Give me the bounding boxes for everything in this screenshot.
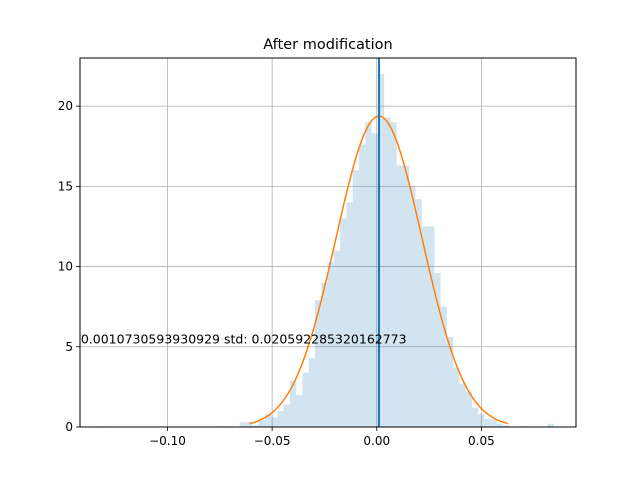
chart-title: After modification xyxy=(263,37,392,53)
y-tick-label: 5 xyxy=(65,340,73,354)
histogram-bar xyxy=(340,218,347,427)
histogram-bar xyxy=(352,170,359,427)
histogram-bar xyxy=(264,414,272,427)
histogram-bar xyxy=(465,391,472,427)
histogram-bar xyxy=(440,306,447,427)
histogram-bar xyxy=(315,300,322,427)
histogram-bar xyxy=(421,226,429,427)
y-tick-label: 20 xyxy=(58,99,73,113)
histogram-bar xyxy=(484,418,491,427)
histogram-bar xyxy=(377,74,385,427)
histogram-bar xyxy=(459,383,466,427)
histogram-bar xyxy=(365,122,372,427)
x-tick-label: −0.05 xyxy=(254,434,291,448)
histogram-bar xyxy=(321,282,328,427)
histogram-bar xyxy=(415,199,422,427)
histogram-bar xyxy=(396,165,403,427)
histogram-bar xyxy=(271,417,278,427)
histogram-bar xyxy=(289,380,297,427)
histogram-bar xyxy=(239,422,246,427)
histogram-bar xyxy=(283,404,290,427)
histogram-bar xyxy=(333,250,341,427)
histogram-bar xyxy=(245,422,253,427)
histogram-bar xyxy=(428,226,435,427)
x-tick-label: 0.00 xyxy=(363,434,390,448)
stats-annotation: 0.0010730593930929 std: 0.02059228532016… xyxy=(81,332,407,347)
histogram-bar xyxy=(497,423,504,427)
x-tick-label: −0.10 xyxy=(149,434,186,448)
histogram-bars xyxy=(100,74,554,428)
histogram-bar xyxy=(547,423,554,427)
axis-ticks: −0.10 −0.05 0.00 0.05 0 5 10 15 20 xyxy=(58,99,495,448)
histogram-bar xyxy=(446,337,454,427)
histogram-bar xyxy=(490,418,498,427)
histogram-bar xyxy=(402,165,410,427)
histogram-bar xyxy=(503,425,510,427)
histogram-bar xyxy=(478,414,485,427)
histogram-bar xyxy=(327,261,334,427)
histogram-bar xyxy=(471,407,479,427)
y-tick-label: 15 xyxy=(58,179,73,193)
histogram-bar xyxy=(277,410,284,427)
histogram-bar xyxy=(371,133,378,427)
x-tick-label: 0.05 xyxy=(468,434,495,448)
histogram-bar xyxy=(409,186,416,427)
histogram-bar xyxy=(453,367,460,427)
histogram-bar xyxy=(384,117,391,427)
histogram-bar xyxy=(358,144,366,428)
histogram-bar xyxy=(302,372,309,427)
histogram-bar xyxy=(296,394,303,427)
y-tick-label: 10 xyxy=(58,260,73,274)
histogram-bar xyxy=(346,202,353,427)
grid-lines xyxy=(80,58,576,428)
histogram-bar xyxy=(308,358,316,427)
y-tick-label: 0 xyxy=(65,420,73,434)
plot-frame xyxy=(79,57,577,428)
histogram-bar xyxy=(252,425,259,427)
histogram-bar xyxy=(258,420,265,427)
histogram-bar xyxy=(434,272,441,427)
histogram-bar xyxy=(390,122,397,427)
